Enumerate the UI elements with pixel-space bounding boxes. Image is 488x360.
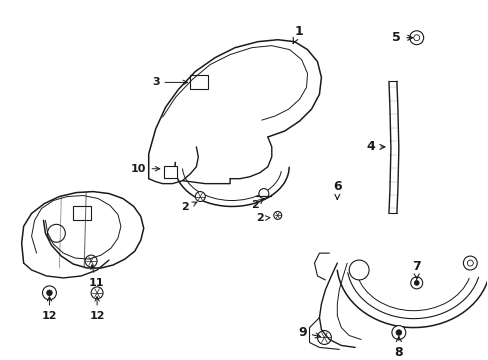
Bar (73, 207, 91, 220)
Text: 2: 2 (181, 202, 197, 212)
Circle shape (463, 256, 476, 270)
Circle shape (391, 325, 405, 339)
Text: 3: 3 (152, 77, 187, 87)
Circle shape (85, 255, 97, 267)
Circle shape (467, 260, 472, 266)
Text: 12: 12 (89, 297, 104, 321)
Text: 4: 4 (366, 140, 384, 153)
Circle shape (413, 35, 419, 41)
Text: 11: 11 (88, 265, 103, 288)
Circle shape (47, 224, 65, 242)
Circle shape (195, 192, 205, 202)
Text: 12: 12 (41, 297, 57, 321)
Text: 10: 10 (131, 164, 160, 174)
Bar (190, 76, 208, 89)
Circle shape (46, 290, 52, 296)
Text: 2: 2 (250, 199, 263, 211)
Text: 9: 9 (298, 326, 320, 339)
Circle shape (273, 211, 281, 219)
Text: 1: 1 (292, 25, 303, 44)
Text: 8: 8 (394, 337, 402, 359)
Circle shape (409, 31, 423, 45)
Circle shape (348, 260, 368, 280)
Text: 5: 5 (392, 31, 412, 44)
Circle shape (410, 277, 422, 289)
Circle shape (317, 330, 331, 345)
Text: 7: 7 (411, 260, 420, 279)
Bar (163, 166, 177, 178)
Text: 6: 6 (332, 180, 341, 199)
Circle shape (91, 287, 103, 299)
Text: 2: 2 (256, 213, 269, 224)
Circle shape (395, 330, 401, 335)
Circle shape (413, 280, 418, 285)
Circle shape (42, 286, 56, 300)
Circle shape (258, 189, 268, 198)
